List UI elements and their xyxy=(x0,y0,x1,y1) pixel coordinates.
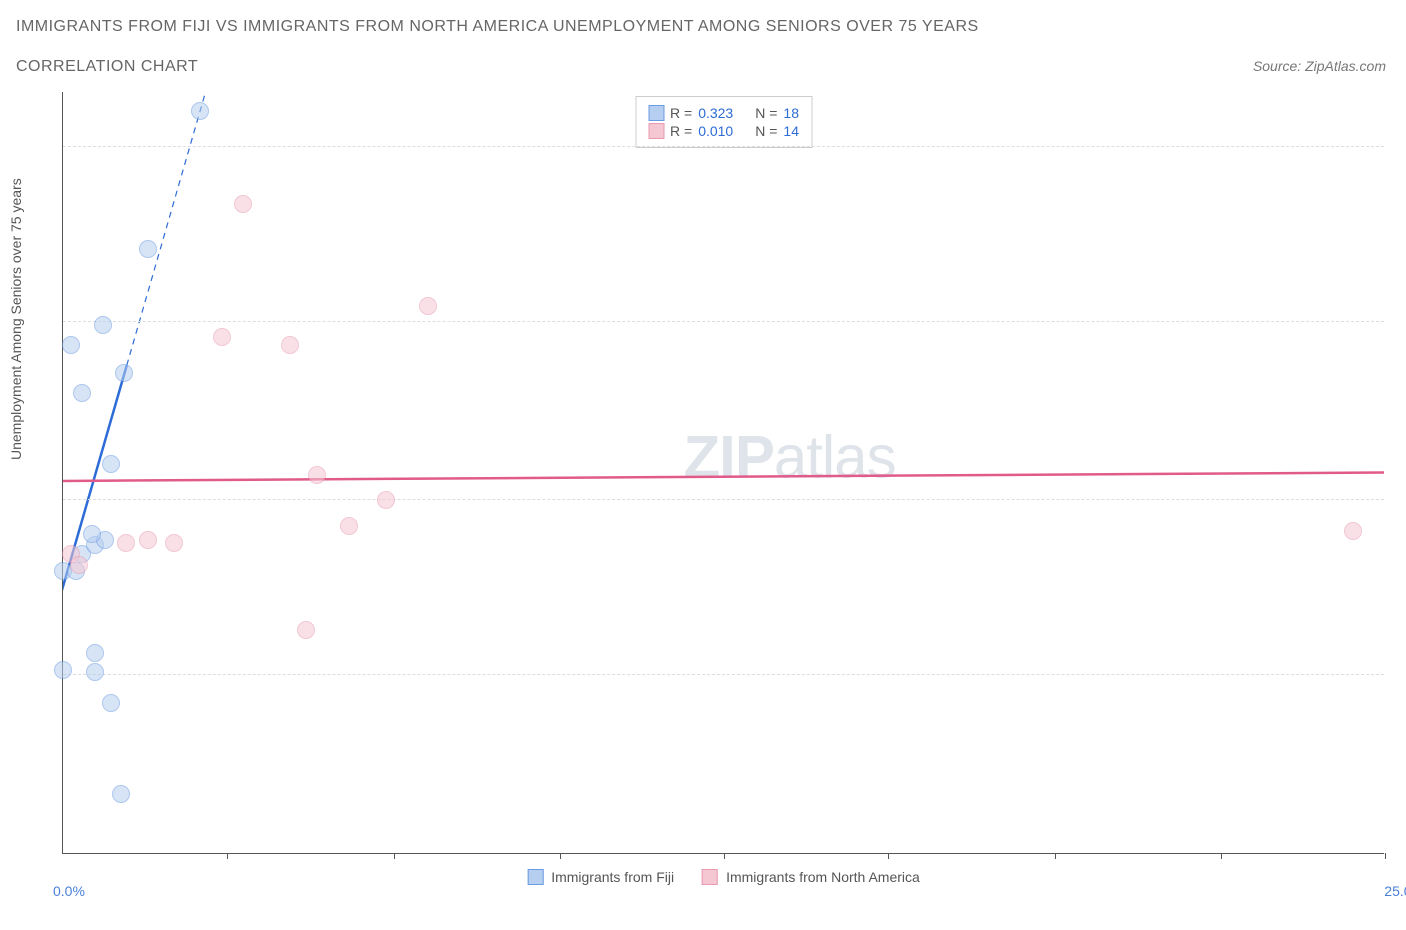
data-point xyxy=(86,663,104,681)
watermark-light: atlas xyxy=(774,424,896,491)
legend-swatch xyxy=(648,123,664,139)
chart-title-line1: IMMIGRANTS FROM FIJI VS IMMIGRANTS FROM … xyxy=(16,18,979,36)
legend-swatch xyxy=(648,105,664,121)
y-tick-label: 18.8% xyxy=(1392,298,1406,314)
chart-title-line2: CORRELATION CHART xyxy=(16,58,198,76)
y-tick-label: 12.5% xyxy=(1392,476,1406,492)
data-point xyxy=(419,297,437,315)
legend-series-label: Immigrants from Fiji xyxy=(551,869,674,885)
x-tick xyxy=(724,853,725,859)
x-tick xyxy=(1055,853,1056,859)
data-point xyxy=(117,534,135,552)
x-axis-min-label: 0.0% xyxy=(53,883,85,899)
data-point xyxy=(377,491,395,509)
r-label: R = xyxy=(670,123,692,139)
data-point xyxy=(62,336,80,354)
data-point xyxy=(139,531,157,549)
x-tick xyxy=(888,853,889,859)
data-point xyxy=(70,556,88,574)
trendlines-svg xyxy=(63,92,1384,853)
data-point xyxy=(1344,522,1362,540)
data-point xyxy=(213,328,231,346)
data-point xyxy=(340,517,358,535)
watermark: ZIPatlas xyxy=(684,423,896,492)
data-point xyxy=(139,240,157,258)
y-tick-label: 6.3% xyxy=(1392,651,1406,667)
gridline xyxy=(63,499,1384,500)
r-value: 0.010 xyxy=(698,123,733,139)
n-label: N = xyxy=(755,123,777,139)
data-point xyxy=(54,661,72,679)
legend-series: Immigrants from Fiji Immigrants from Nort… xyxy=(527,869,920,885)
x-axis-max-label: 25.0% xyxy=(1384,883,1406,899)
y-tick-label: 25.0% xyxy=(1392,123,1406,139)
n-label: N = xyxy=(755,105,777,121)
n-value: 18 xyxy=(783,105,799,121)
data-point xyxy=(308,466,326,484)
n-value: 14 xyxy=(783,123,799,139)
data-point xyxy=(112,785,130,803)
x-tick xyxy=(394,853,395,859)
data-point xyxy=(234,195,252,213)
data-point xyxy=(115,364,133,382)
gridline xyxy=(63,674,1384,675)
data-point xyxy=(191,102,209,120)
data-point xyxy=(83,525,101,543)
gridline xyxy=(63,321,1384,322)
chart-plot-area: ZIPatlas R =0.323N =18R =0.010N =14 0.0%… xyxy=(62,92,1384,854)
x-tick xyxy=(1385,853,1386,859)
data-point xyxy=(94,316,112,334)
legend-series-item: Immigrants from Fiji xyxy=(527,869,674,885)
x-tick xyxy=(560,853,561,859)
data-point xyxy=(102,455,120,473)
r-label: R = xyxy=(670,105,692,121)
data-point xyxy=(281,336,299,354)
x-tick xyxy=(227,853,228,859)
legend-stats-row: R = 0.323 N = 18 xyxy=(648,105,799,121)
legend-swatch xyxy=(527,869,543,885)
legend-series-label: Immigrants from North America xyxy=(726,869,920,885)
legend-stats-row: R = 0.010 N = 14 xyxy=(648,123,799,139)
legend-series-item: Immigrants from North America xyxy=(702,869,920,885)
data-point xyxy=(297,621,315,639)
x-tick xyxy=(1221,853,1222,859)
data-point xyxy=(86,644,104,662)
source-label: Source: ZipAtlas.com xyxy=(1253,58,1386,74)
watermark-bold: ZIP xyxy=(684,424,774,491)
r-value: 0.323 xyxy=(698,105,733,121)
legend-swatch xyxy=(702,869,718,885)
data-point xyxy=(102,694,120,712)
data-point xyxy=(165,534,183,552)
legend-stats-box: R = 0.323 N = 18 R = 0.010 N = 14 xyxy=(635,96,812,148)
gridline xyxy=(63,146,1384,147)
data-point xyxy=(73,384,91,402)
y-axis-label: Unemployment Among Seniors over 75 years xyxy=(8,178,24,460)
